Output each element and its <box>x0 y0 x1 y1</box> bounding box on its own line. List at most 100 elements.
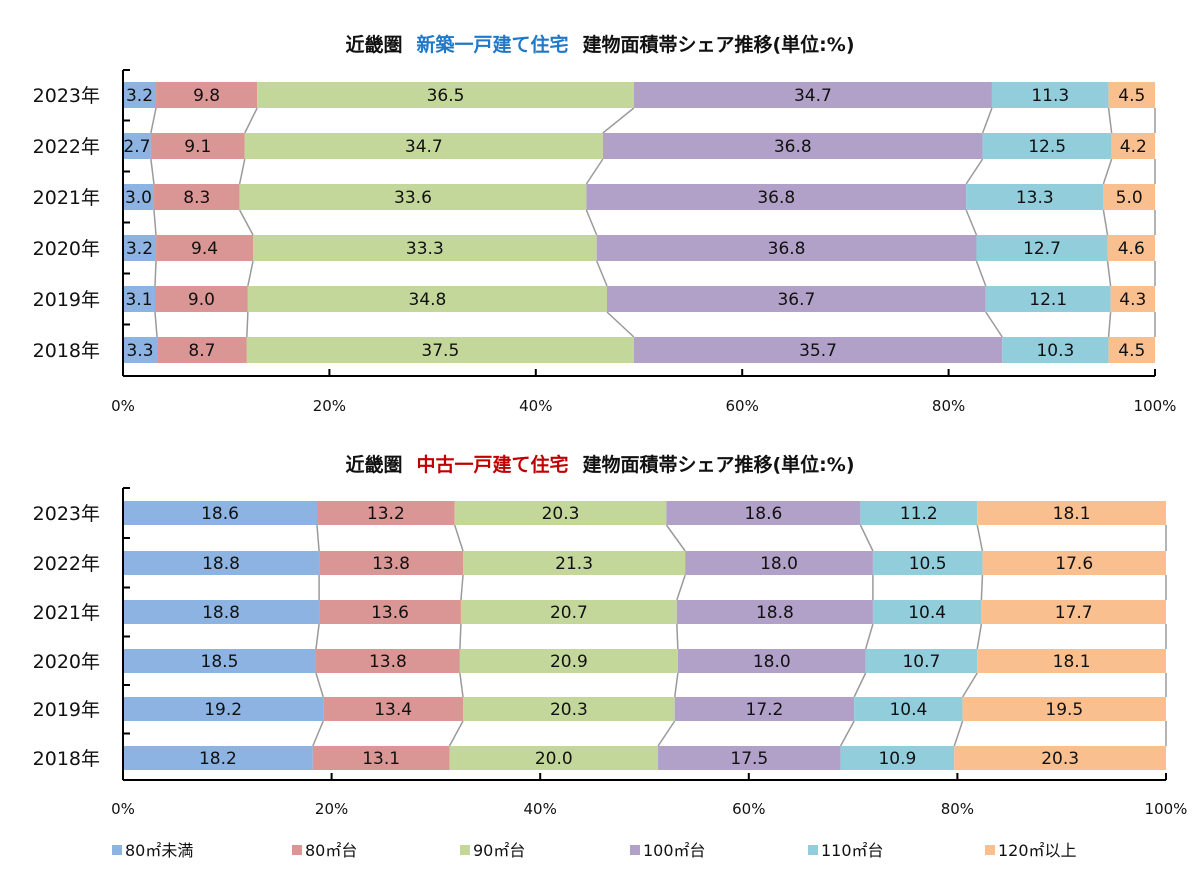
bar-segment <box>1108 337 1155 363</box>
data-label: 8.3 <box>183 188 210 208</box>
bar-segment <box>1108 82 1155 108</box>
data-label: 4.5 <box>1118 86 1145 106</box>
data-label: 36.8 <box>757 188 795 208</box>
bar-segment <box>991 82 1109 108</box>
bar-segment <box>123 286 155 312</box>
data-label: 13.4 <box>374 700 412 720</box>
data-label: 9.4 <box>191 239 218 259</box>
series-line <box>859 524 874 552</box>
data-label: 13.8 <box>372 554 410 574</box>
bar-segment <box>319 551 464 575</box>
chart-1-title-suffix: 建物面積帯シェア推移(単位:%) <box>583 33 855 56</box>
bar-segment <box>872 600 982 624</box>
data-label: 10.7 <box>902 652 940 672</box>
series-line <box>1102 158 1113 185</box>
x-tick-label: 60% <box>732 800 765 818</box>
chart-2-title-prefix: 近畿圏 <box>345 453 402 476</box>
category-label: 2018年 <box>33 748 100 770</box>
legend-swatch <box>808 845 818 855</box>
bar-segment <box>1107 235 1155 261</box>
bar-segment <box>459 649 678 673</box>
series-line <box>657 720 676 747</box>
data-label: 13.1 <box>362 749 400 769</box>
bar-segment <box>860 501 978 525</box>
x-tick-label: 60% <box>726 397 759 415</box>
bar-segment <box>123 337 158 363</box>
bar-segment <box>319 600 461 624</box>
data-label: 17.7 <box>1055 603 1093 623</box>
series-line <box>976 623 983 650</box>
data-label: 17.5 <box>730 749 768 769</box>
series-line <box>980 574 984 601</box>
bar-segment <box>257 82 634 108</box>
chart-1-title-prefix: 近畿圏 <box>345 33 402 56</box>
bar-segment <box>982 551 1166 575</box>
data-label: 9.1 <box>184 137 211 157</box>
bar-segment <box>674 697 855 721</box>
bar-segment <box>123 133 151 159</box>
category-label: 2021年 <box>33 187 100 209</box>
series-line <box>238 209 254 236</box>
data-label: 10.3 <box>1036 341 1074 361</box>
bar-segment <box>463 697 675 721</box>
x-tick-label: 0% <box>111 397 135 415</box>
bar-segment <box>966 184 1104 210</box>
series-line <box>585 158 604 185</box>
bar-segment <box>1002 337 1109 363</box>
data-label: 12.1 <box>1029 290 1067 310</box>
data-label: 3.2 <box>126 239 153 259</box>
bar-segment <box>153 184 240 210</box>
x-tick-label: 0% <box>111 800 135 818</box>
legend: 80㎡未満 80㎡台 90㎡台 100㎡台 110㎡台 120㎡以上 <box>112 841 1077 860</box>
legend-item: 110㎡台 <box>808 841 884 860</box>
data-label: 17.6 <box>1055 554 1093 574</box>
bar-segment <box>449 746 659 770</box>
data-label: 12.5 <box>1028 137 1066 157</box>
bar-segment <box>123 697 324 721</box>
data-label: 12.7 <box>1023 239 1061 259</box>
series-line <box>676 574 686 601</box>
x-tick-label: 20% <box>313 397 346 415</box>
series-line <box>154 311 158 338</box>
data-label: 20.9 <box>550 652 588 672</box>
bar-segment <box>246 337 634 363</box>
chart-1-title: 近畿圏 新築一戸建て住宅 建物面積帯シェア推移(単位:%) <box>345 33 854 56</box>
bar-segment <box>954 746 1166 770</box>
category-label: 2019年 <box>33 699 100 721</box>
series-line <box>602 107 635 134</box>
legend-item: 120㎡以上 <box>985 841 1077 860</box>
x-tick-label: 80% <box>932 397 965 415</box>
data-label: 4.6 <box>1118 239 1145 259</box>
data-label: 10.9 <box>878 749 916 769</box>
category-label: 2021年 <box>33 602 100 624</box>
series-line <box>961 672 978 698</box>
data-label: 18.8 <box>756 603 794 623</box>
data-label: 18.1 <box>1053 504 1091 524</box>
bar-segment <box>633 337 1003 363</box>
series-line <box>459 672 464 698</box>
data-label: 36.8 <box>774 137 812 157</box>
series-line <box>864 623 874 650</box>
data-label: 18.0 <box>760 554 798 574</box>
category-label: 2018年 <box>33 340 100 362</box>
data-label: 20.3 <box>550 700 588 720</box>
series-line <box>315 672 324 698</box>
data-label: 37.5 <box>421 341 459 361</box>
legend-swatch <box>112 845 122 855</box>
bar-segment <box>872 551 983 575</box>
series-line <box>460 574 464 601</box>
data-label: 13.8 <box>369 652 407 672</box>
series-line <box>853 672 867 698</box>
chart-1-title-highlight: 新築一戸建て住宅 <box>416 33 568 56</box>
bar-segment <box>316 501 455 525</box>
data-label: 8.7 <box>188 341 215 361</box>
bar-segment <box>633 82 992 108</box>
bar-segment <box>454 501 667 525</box>
legend-label: 80㎡台 <box>305 841 357 860</box>
legend-item: 90㎡台 <box>460 841 525 860</box>
bar-segment <box>981 600 1166 624</box>
x-tick-label: 20% <box>315 800 348 818</box>
bar-segment <box>156 82 258 108</box>
series-line <box>665 524 686 552</box>
